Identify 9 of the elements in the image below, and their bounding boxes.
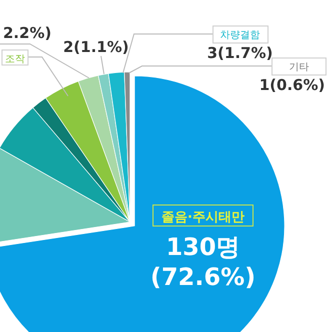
data-label: 3(1.7%) [207, 44, 273, 62]
slice-label: 기타 [289, 62, 309, 73]
slice-label: 차량결함 [220, 30, 260, 41]
data-label: 2(1.1%) [63, 38, 129, 56]
data-label: 130명 (72.6%) [150, 233, 256, 291]
data-label: 1(0.6%) [259, 76, 325, 94]
slice-label: 조작 [5, 54, 25, 65]
slice-label: 졸음·주시태만 [162, 210, 244, 225]
data-label: 2.2%) [3, 24, 52, 42]
